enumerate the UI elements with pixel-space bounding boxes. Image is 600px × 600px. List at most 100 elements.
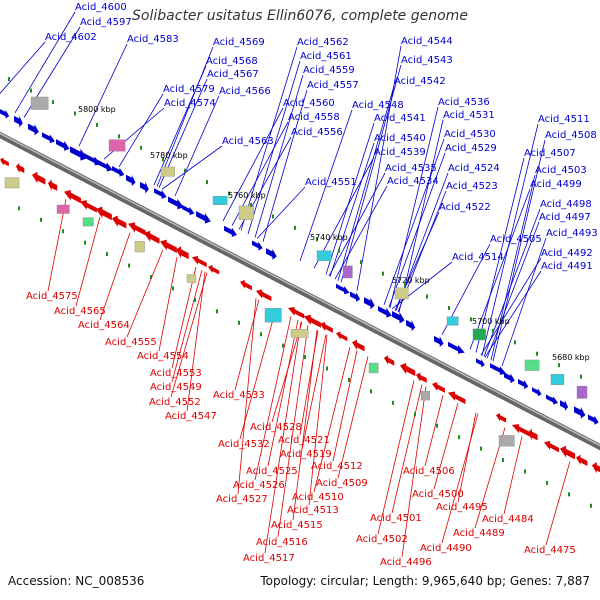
reverse-leader-line [75, 216, 101, 307]
forward-gene-arrow [56, 139, 70, 151]
forward-gene-label: Acid_4503 [535, 165, 587, 176]
reverse-gene-label: Acid_4516 [256, 537, 308, 548]
feature-block [134, 240, 145, 253]
reverse-leader-line [292, 329, 318, 521]
misc-feature-mark [392, 400, 394, 405]
feature-block [368, 362, 379, 374]
forward-gene-label: Acid_4569 [213, 37, 265, 48]
reverse-gene-label: Acid_4575 [26, 291, 78, 302]
forward-leader-line [398, 119, 444, 313]
coordinate-tick-label: 5800 kbp [78, 105, 116, 114]
reverse-leader-line [457, 412, 477, 503]
feature-block [550, 373, 565, 385]
misc-feature-mark [8, 77, 10, 82]
reverse-gene-arrow [448, 391, 466, 405]
reverse-gene-label: Acid_4564 [78, 320, 130, 331]
forward-gene-label: Acid_4497 [539, 212, 591, 223]
reverse-gene-arrow [528, 428, 538, 441]
reverse-gene-arrow [352, 339, 365, 352]
forward-gene-arrow [98, 160, 113, 172]
reverse-gene-arrow [16, 162, 25, 174]
reverse-leader-line [377, 380, 415, 535]
reverse-gene-arrow [592, 462, 600, 474]
misc-feature-mark [40, 217, 42, 222]
forward-gene-label: Acid_4568 [206, 56, 258, 67]
reverse-gene-arrow [336, 331, 348, 342]
coordinate-tick-label: 5760 kbp [228, 191, 266, 200]
forward-leader-line [486, 221, 540, 359]
coordinate-tick-label: 5700 kbp [472, 317, 510, 326]
reverse-leader-line [337, 356, 369, 479]
misc-feature-mark [62, 229, 64, 234]
forward-gene-label: Acid_4536 [438, 97, 490, 108]
forward-gene-label: Acid_4579 [163, 84, 215, 95]
forward-gene-label: Acid_4562 [297, 37, 349, 48]
forward-gene-label: Acid_4531 [443, 110, 495, 121]
misc-feature-mark [128, 263, 130, 268]
reverse-gene-label: Acid_4532 [218, 439, 270, 450]
reverse-leader-line [391, 384, 423, 514]
feature-block [394, 287, 409, 300]
forward-gene-arrow [448, 341, 465, 354]
feature-block [30, 96, 49, 110]
forward-gene-arrow [70, 146, 88, 161]
forward-gene-label: Acid_4523 [446, 181, 498, 192]
forward-gene-label: Acid_4602 [45, 32, 97, 43]
reverse-leader-line [277, 325, 309, 538]
misc-feature-mark [426, 294, 428, 299]
reverse-gene-arrow [544, 440, 560, 453]
reverse-leader-line [267, 319, 299, 467]
forward-leader-line [118, 93, 164, 168]
feature-block [498, 435, 515, 447]
misc-feature-mark [74, 111, 76, 116]
forward-leader-line [337, 85, 395, 281]
reverse-gene-label: Acid_4510 [292, 492, 344, 503]
misc-feature-mark [194, 297, 196, 302]
forward-gene-label: Acid_4548 [352, 100, 404, 111]
backbone-line [0, 131, 600, 451]
forward-leader-line [313, 156, 375, 269]
misc-feature-mark [404, 283, 406, 288]
reverse-leader-line [332, 350, 358, 462]
forward-gene-label: Acid_4493 [546, 228, 598, 239]
forward-gene-label: Acid_4511 [538, 114, 590, 125]
feature-block [446, 316, 459, 326]
reverse-gene-arrow [128, 222, 146, 236]
forward-leader-line [262, 89, 308, 242]
misc-feature-mark [282, 343, 284, 348]
misc-feature-mark [326, 366, 328, 371]
forward-gene-label: Acid_4529 [445, 143, 497, 154]
reverse-gene-arrow [432, 382, 445, 393]
forward-gene-arrow [518, 378, 529, 390]
feature-block [238, 205, 254, 220]
reverse-gene-arrow [576, 454, 588, 466]
reverse-gene-label: Acid_4512 [311, 461, 363, 472]
forward-gene-arrow [574, 406, 586, 419]
reverse-gene-label: Acid_4517 [243, 553, 295, 564]
misc-feature-mark [338, 248, 340, 253]
reverse-gene-arrow [304, 314, 321, 328]
forward-gene-arrow [0, 109, 10, 119]
forward-gene-label: Acid_4567 [207, 69, 259, 80]
forward-gene-arrow [490, 363, 507, 375]
misc-feature-mark [118, 134, 120, 139]
forward-gene-arrow [588, 414, 599, 425]
forward-leader-line [475, 157, 525, 353]
reverse-gene-label: Acid_4519 [280, 449, 332, 460]
reverse-gene-arrow [144, 230, 160, 244]
reverse-leader-line [433, 403, 459, 490]
reverse-gene-label: Acid_4528 [250, 422, 302, 433]
forward-gene-arrow [406, 319, 416, 332]
reverse-gene-label: Acid_4565 [54, 306, 106, 317]
forward-leader-line [492, 139, 546, 362]
reverse-gene-label: Acid_4509 [316, 478, 368, 489]
misc-feature-mark [360, 260, 362, 265]
feature-block [212, 195, 228, 205]
reverse-leader-line [254, 316, 292, 481]
forward-gene-label: Acid_4491 [541, 261, 593, 272]
reverse-gene-arrow [160, 239, 177, 254]
forward-gene-arrow [42, 132, 55, 144]
reverse-gene-label: Acid_4490 [420, 543, 472, 554]
forward-gene-arrow [14, 115, 23, 128]
forward-gene-label: Acid_4539 [374, 147, 426, 158]
